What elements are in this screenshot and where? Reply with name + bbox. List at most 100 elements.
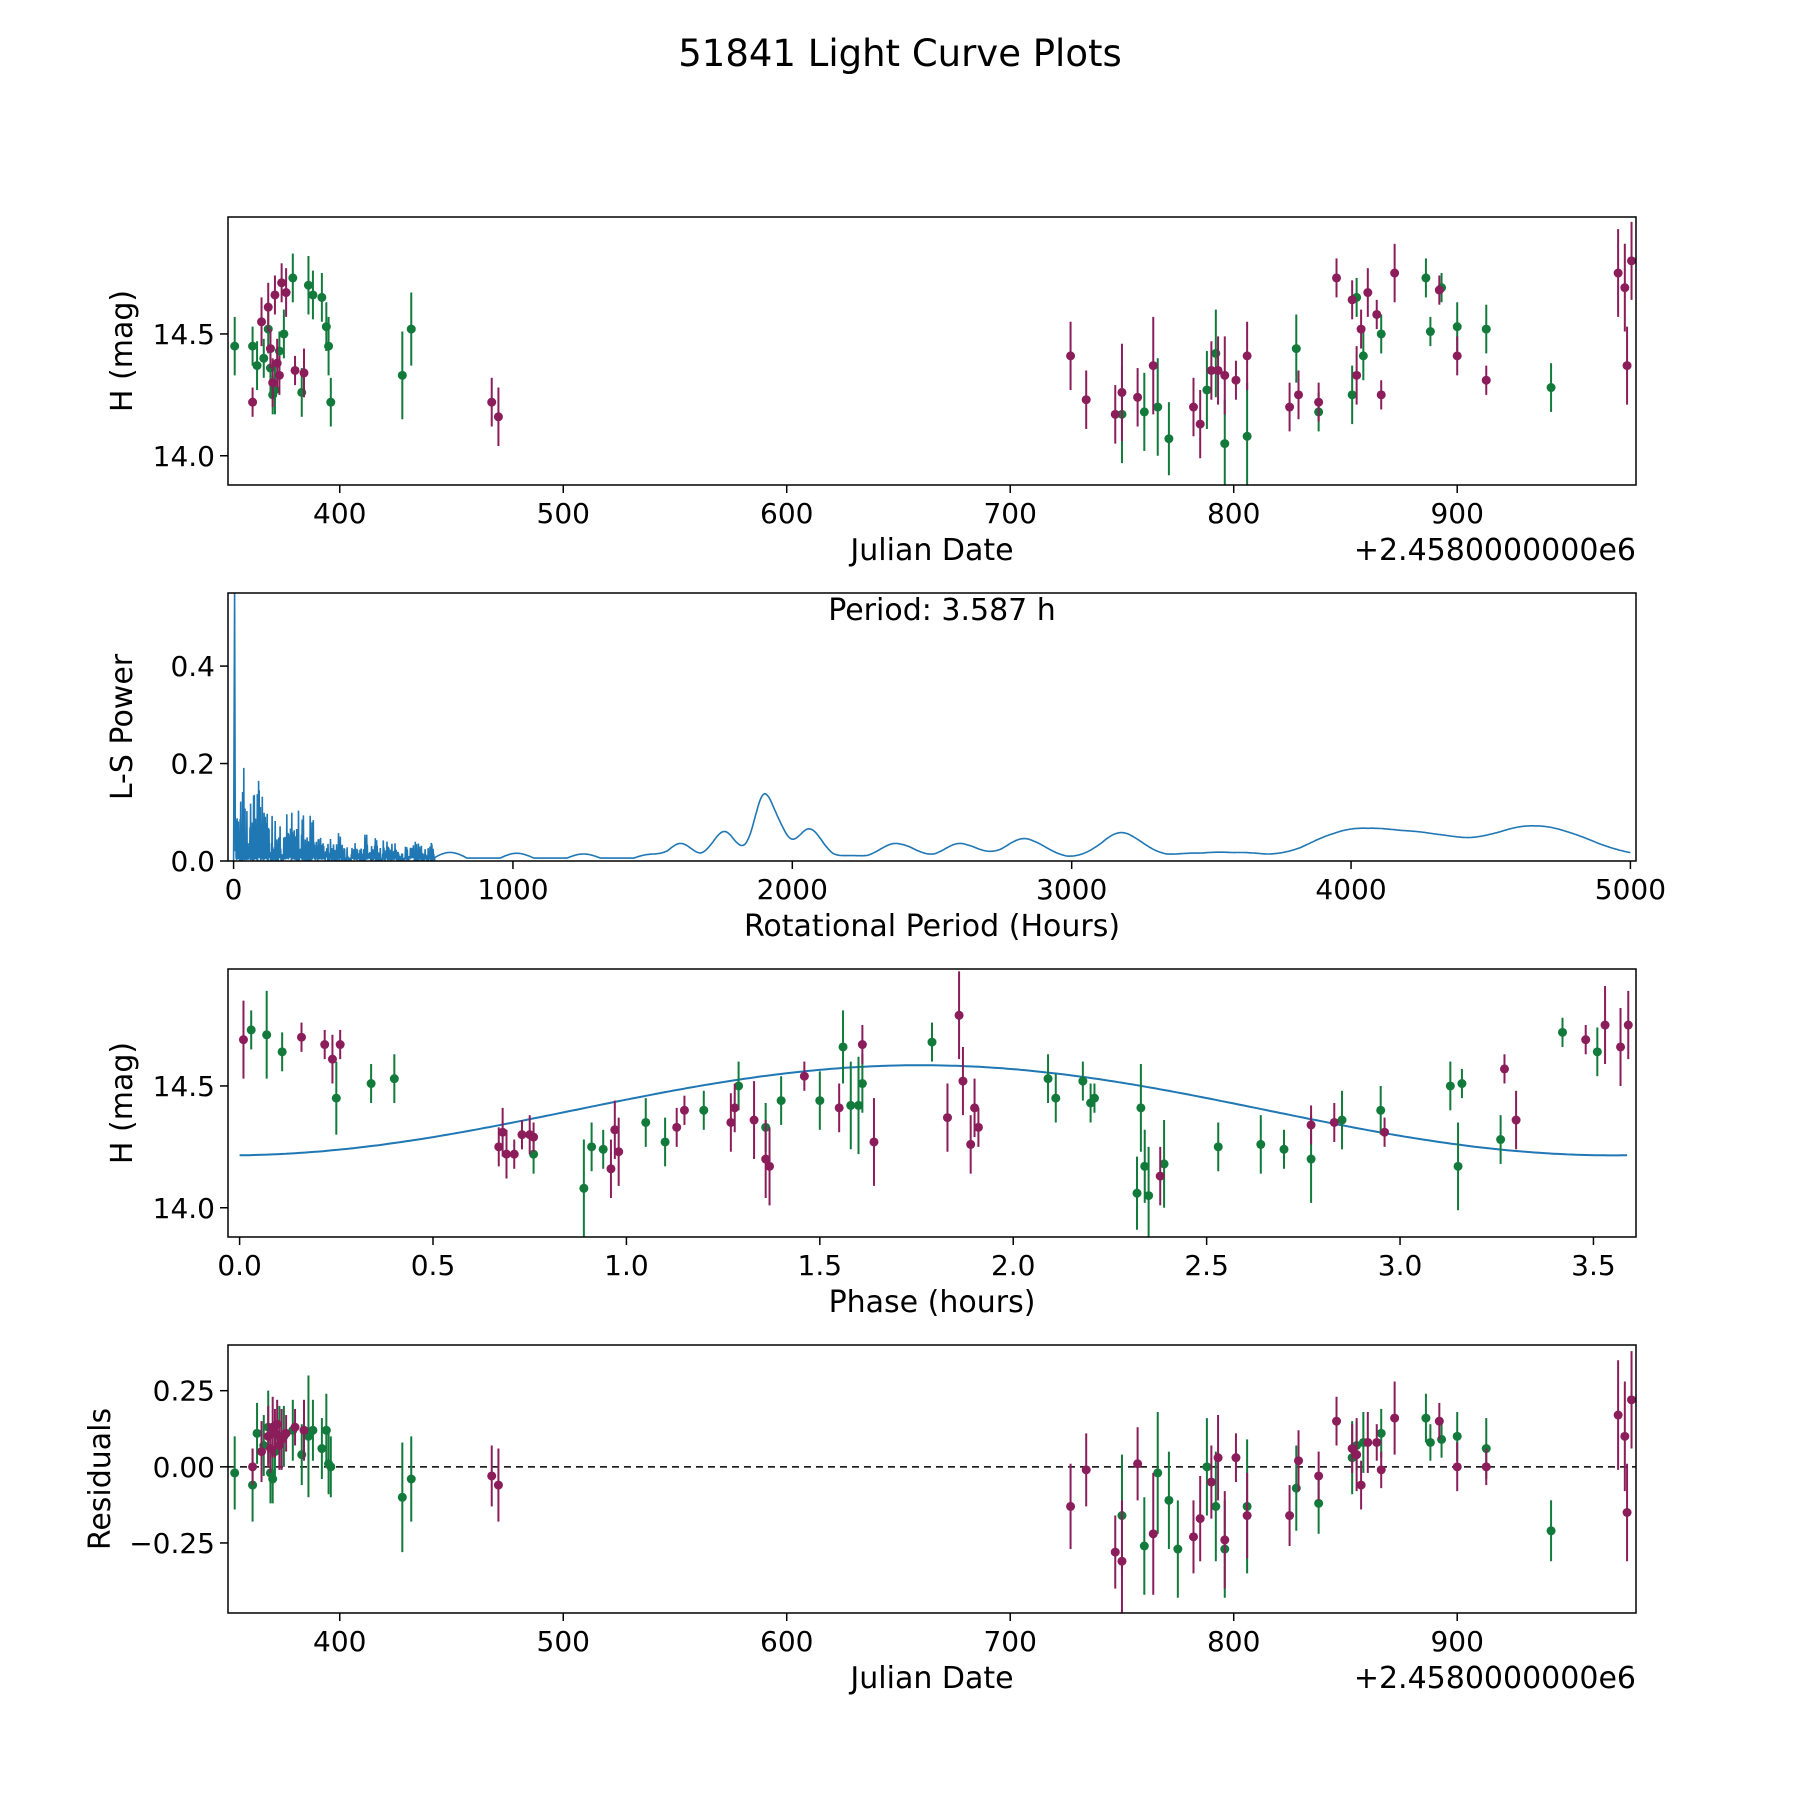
green-data-point <box>1292 344 1301 353</box>
green-data-point <box>262 1030 271 1039</box>
figure: 51841 Light Curve Plots 400 500 600 700 800 9… <box>0 0 1800 1800</box>
purple-data-point <box>1377 390 1386 399</box>
x-tick-label: 3.5 <box>1571 1249 1616 1282</box>
purple-data-point <box>1243 1511 1252 1520</box>
purple-data-point <box>1111 410 1120 419</box>
green-data-point <box>846 1101 855 1110</box>
green-data-point <box>1454 1162 1463 1171</box>
x-tick-label: 800 <box>1207 1625 1260 1658</box>
green-data-point <box>1153 403 1162 412</box>
x-tick-label: 4000 <box>1315 873 1386 906</box>
purple-data-point <box>1307 1120 1316 1129</box>
x-tick-label: 500 <box>537 1625 590 1658</box>
purple-data-point <box>955 1011 964 1020</box>
purple-data-point <box>1294 390 1303 399</box>
green-data-point <box>1214 1142 1223 1151</box>
green-data-point <box>1376 1106 1385 1115</box>
green-data-point <box>1078 1077 1087 1086</box>
purple-data-point <box>680 1106 689 1115</box>
purple-data-point <box>277 278 286 287</box>
green-data-point <box>279 329 288 338</box>
green-data-point <box>815 1096 824 1105</box>
green-data-point <box>599 1145 608 1154</box>
x-tick-label: 1.0 <box>604 1249 649 1282</box>
purple-data-point <box>282 288 291 297</box>
purple-data-point <box>297 1033 306 1042</box>
green-data-point <box>1547 1526 1556 1535</box>
purple-data-point <box>248 1462 257 1471</box>
green-data-point <box>1482 325 1491 334</box>
x-tick-label: 400 <box>313 497 366 530</box>
purple-data-point <box>966 1140 975 1149</box>
purple-data-point <box>517 1130 526 1139</box>
y-tick-label: 0.4 <box>170 650 215 683</box>
purple-data-point <box>1133 1459 1142 1468</box>
green-data-point <box>1140 407 1149 416</box>
purple-data-point <box>1149 1529 1158 1538</box>
green-data-point <box>1144 1191 1153 1200</box>
x-tick-label: 0.5 <box>411 1249 456 1282</box>
purple-data-point <box>1196 420 1205 429</box>
green-data-point <box>407 325 416 334</box>
purple-data-point <box>1623 1508 1632 1517</box>
purple-data-point <box>1332 273 1341 282</box>
green-data-point <box>1164 434 1173 443</box>
purple-data-point <box>1231 376 1240 385</box>
green-data-point <box>1153 1468 1162 1477</box>
green-data-point <box>1446 1081 1455 1090</box>
purple-data-point <box>1377 1465 1386 1474</box>
figure-title: 51841 Light Curve Plots <box>678 32 1122 75</box>
purple-data-point <box>1363 288 1372 297</box>
purple-data-point <box>1332 1417 1341 1426</box>
green-data-point <box>1211 1502 1220 1511</box>
purple-data-point <box>257 317 266 326</box>
green-data-point <box>587 1142 596 1151</box>
purple-data-point <box>336 1040 345 1049</box>
green-data-point <box>641 1118 650 1127</box>
purple-data-point <box>328 1055 337 1064</box>
purple-data-point <box>730 1103 739 1112</box>
x-tick-label: 1.5 <box>798 1249 843 1282</box>
x-tick-label: 0.0 <box>217 1249 262 1282</box>
x-tick-label: 900 <box>1430 1625 1483 1658</box>
green-data-point <box>1280 1145 1289 1154</box>
green-data-point <box>1593 1047 1602 1056</box>
green-data-point <box>1338 1116 1347 1125</box>
green-data-point <box>278 1047 287 1056</box>
x-tick-label: 600 <box>760 497 813 530</box>
purple-data-point <box>1614 269 1623 278</box>
purple-data-point <box>1220 371 1229 380</box>
purple-data-point <box>1285 403 1294 412</box>
purple-data-point <box>1614 1411 1623 1420</box>
purple-data-point <box>257 1447 266 1456</box>
purple-data-point <box>529 1133 538 1142</box>
x-axis-label: Rotational Period (Hours) <box>744 909 1120 944</box>
y-tick-label: 0.00 <box>153 1451 215 1484</box>
green-data-point <box>1164 1496 1173 1505</box>
purple-data-point <box>1500 1064 1509 1073</box>
x-axis-label: Julian Date <box>848 1661 1013 1696</box>
purple-data-point <box>1117 388 1126 397</box>
purple-data-point <box>1243 351 1252 360</box>
green-data-point <box>1202 385 1211 394</box>
purple-data-point <box>943 1113 952 1122</box>
purple-data-point <box>765 1162 774 1171</box>
x-tick-label: 600 <box>760 1625 813 1658</box>
purple-data-point <box>299 1426 308 1435</box>
purple-data-point <box>1133 393 1142 402</box>
green-data-point <box>1426 1438 1435 1447</box>
x-tick-label: 700 <box>983 1625 1036 1658</box>
x-tick-label: 2000 <box>757 873 828 906</box>
green-data-point <box>1377 329 1386 338</box>
purple-data-point <box>1512 1116 1521 1125</box>
x-offset-text: +2.4580000000e6 <box>1354 1661 1636 1696</box>
y-tick-label: 14.5 <box>153 1070 215 1103</box>
purple-data-point <box>239 1035 248 1044</box>
green-data-point <box>253 361 262 370</box>
green-data-point <box>1090 1094 1099 1103</box>
purple-data-point <box>1214 1453 1223 1462</box>
purple-data-point <box>248 398 257 407</box>
y-tick-label: 0.25 <box>153 1375 215 1408</box>
green-data-point <box>1136 1103 1145 1112</box>
green-data-point <box>1256 1140 1265 1149</box>
